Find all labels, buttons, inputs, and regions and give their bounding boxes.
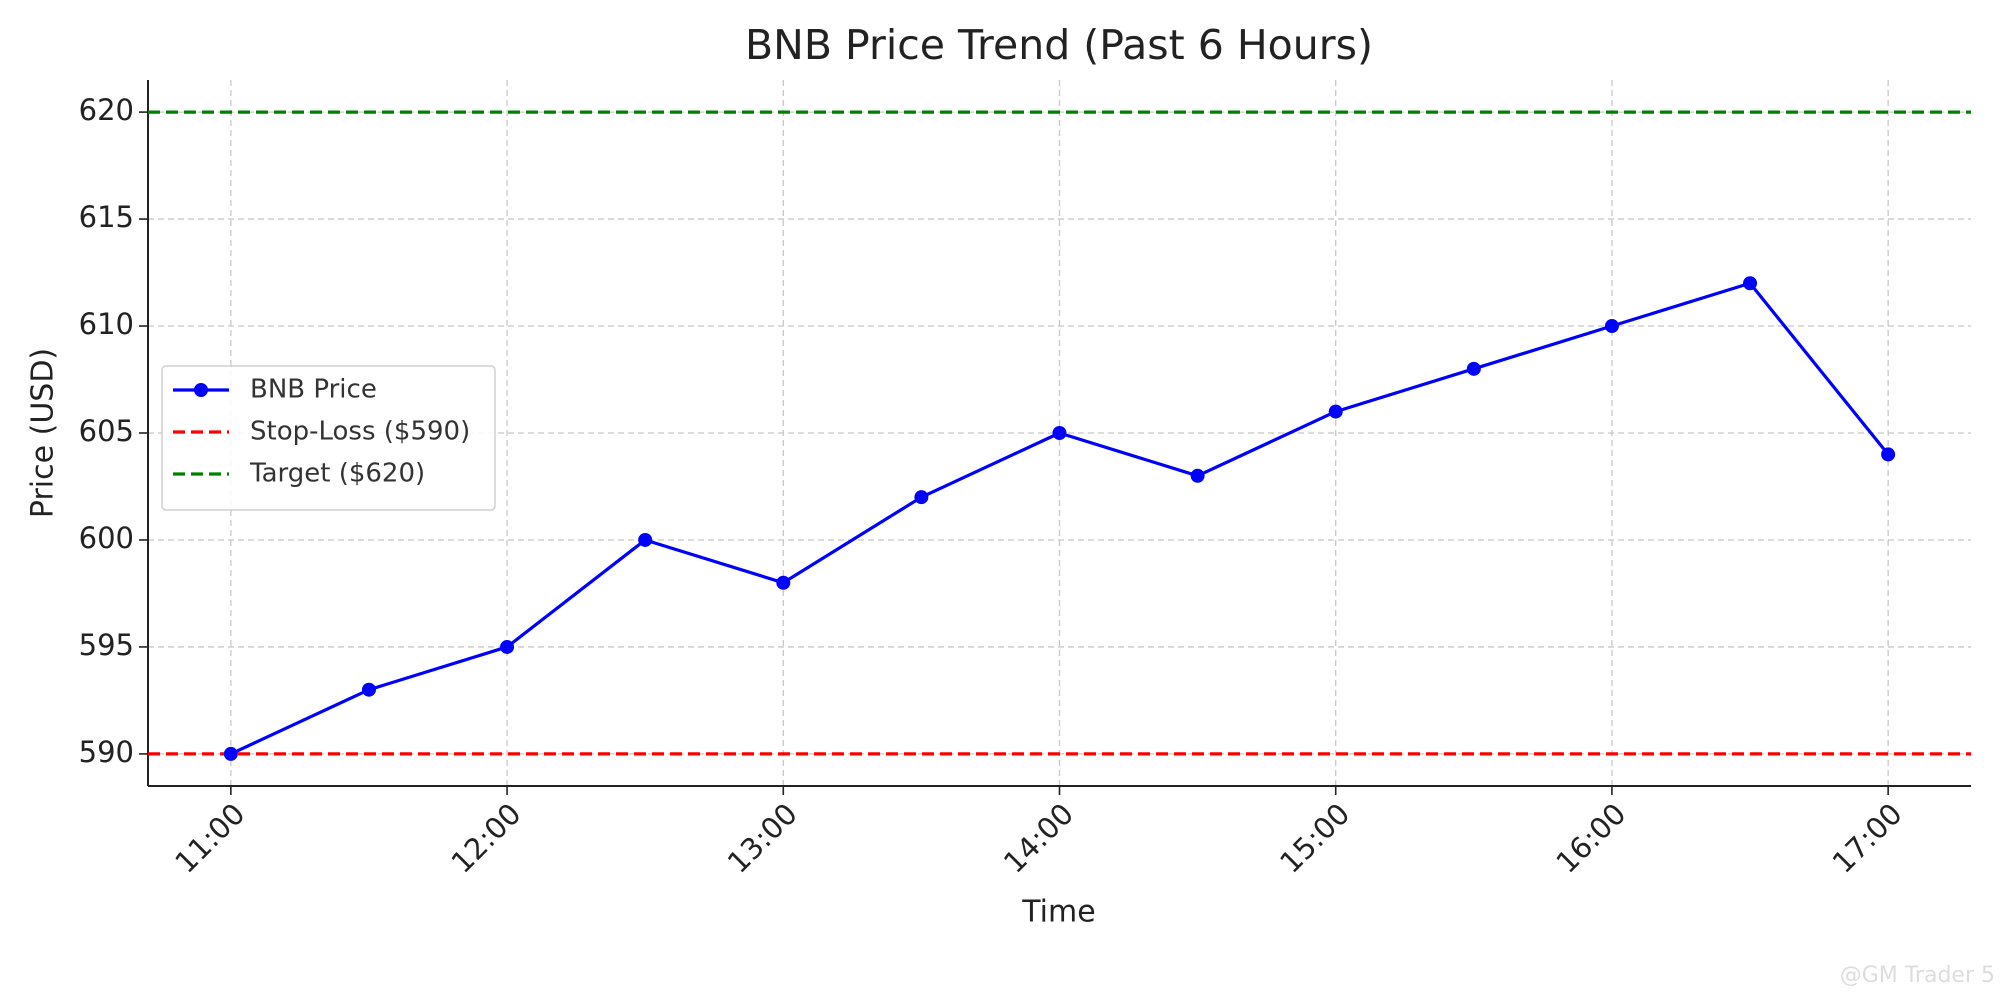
y-tick-label: 605 (79, 414, 134, 448)
legend-label: BNB Price (250, 375, 377, 405)
data-point (1052, 426, 1067, 440)
data-point (1743, 276, 1758, 291)
watermark: @GM Trader 5 (1840, 963, 1995, 988)
data-point (361, 682, 376, 697)
legend-box (161, 365, 496, 511)
data-point (1328, 404, 1343, 419)
x-tick-label: 17:00 (1826, 797, 1909, 880)
data-point (1604, 319, 1619, 334)
y-tick-label: 615 (79, 200, 134, 234)
x-tick-label: 14:00 (997, 797, 1080, 880)
x-tick-label: 11:00 (168, 797, 251, 880)
data-point (638, 532, 653, 547)
data-point (1881, 447, 1896, 462)
legend-label: Stop-Loss ($590) (250, 417, 470, 447)
y-tick-label: 610 (79, 307, 134, 341)
x-tick-label: 16:00 (1549, 797, 1632, 880)
x-axis-label: Time (1021, 895, 1095, 930)
legend-label: Target ($620) (249, 459, 425, 489)
data-point (500, 639, 515, 654)
legend-marker (194, 383, 208, 397)
y-tick-label: 620 (79, 93, 134, 127)
data-point (914, 490, 929, 505)
y-tick-label: 600 (79, 521, 134, 555)
x-tick-label: 12:00 (445, 797, 528, 880)
data-point (223, 746, 238, 761)
y-axis-label: Price (USD) (26, 348, 61, 518)
data-point (776, 575, 791, 590)
y-tick-label: 590 (79, 735, 134, 769)
x-tick-label: 13:00 (721, 797, 804, 880)
y-tick-label: 595 (79, 628, 134, 662)
data-point (1190, 468, 1205, 483)
data-point (1466, 361, 1481, 376)
x-tick-label: 15:00 (1273, 797, 1356, 880)
chart-title: BNB Price Trend (Past 6 Hours) (745, 21, 1373, 69)
